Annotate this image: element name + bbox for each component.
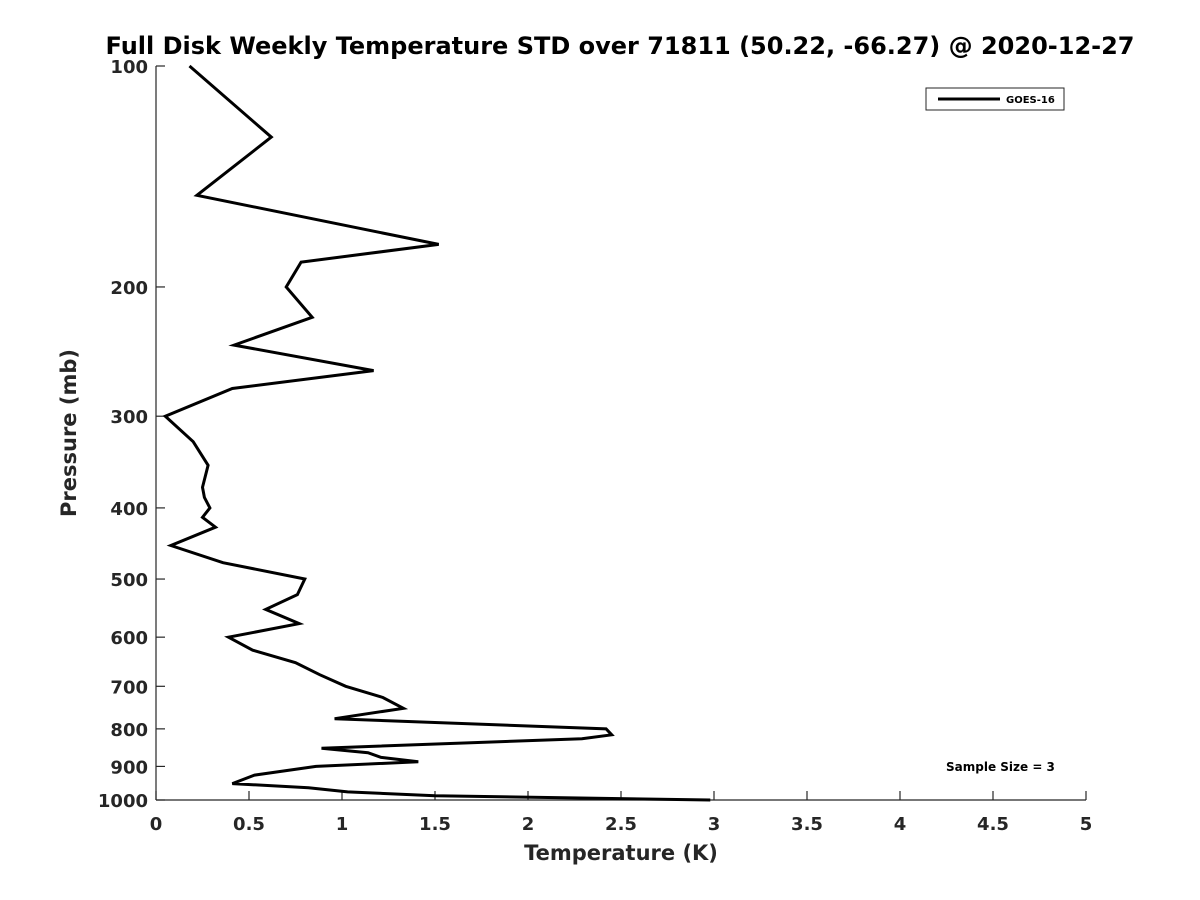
legend: GOES-16 bbox=[925, 87, 1065, 111]
y-tick-label: 400 bbox=[110, 499, 148, 520]
x-tick-label: 1.5 bbox=[419, 814, 451, 835]
x-tick-label: 3.5 bbox=[791, 814, 823, 835]
series-layer bbox=[162, 64, 711, 802]
x-tick-label: 2.5 bbox=[605, 814, 637, 835]
y-tick-label: 100 bbox=[110, 57, 148, 78]
x-tick-label: 4.5 bbox=[977, 814, 1009, 835]
x-tick-label: 0.5 bbox=[233, 814, 265, 835]
y-tick-label: 700 bbox=[110, 677, 148, 698]
x-axis-label: Temperature (K) bbox=[524, 841, 718, 865]
chart-title: Full Disk Weekly Temperature STD over 71… bbox=[106, 32, 1135, 60]
x-tick-label: 1 bbox=[336, 814, 349, 835]
series-line-goes-16 bbox=[162, 64, 711, 802]
x-ticks: 0 0.5 1 1.5 2 2.5 3 3.5 4 4.5 5 bbox=[150, 791, 1093, 835]
y-tick-label: 800 bbox=[110, 720, 148, 741]
y-tick-label: 1000 bbox=[98, 791, 148, 812]
plot-frame bbox=[155, 66, 1086, 801]
y-tick-label: 300 bbox=[110, 407, 148, 428]
y-tick-label: 900 bbox=[110, 757, 148, 778]
x-tick-label: 3 bbox=[708, 814, 721, 835]
y-axis-label: Pressure (mb) bbox=[57, 349, 81, 517]
sample-size-annotation: Sample Size = 3 bbox=[946, 760, 1055, 774]
legend-label-goes-16: GOES-16 bbox=[1006, 95, 1055, 106]
x-tick-label: 5 bbox=[1080, 814, 1093, 835]
y-tick-label: 600 bbox=[110, 628, 148, 649]
y-ticks: 100 200 300 400 500 600 700 800 900 1000 bbox=[98, 57, 165, 812]
x-tick-label: 2 bbox=[522, 814, 535, 835]
x-tick-label: 4 bbox=[894, 814, 907, 835]
y-tick-label: 500 bbox=[110, 570, 148, 591]
y-tick-label: 200 bbox=[110, 278, 148, 299]
x-tick-label: 0 bbox=[150, 814, 163, 835]
